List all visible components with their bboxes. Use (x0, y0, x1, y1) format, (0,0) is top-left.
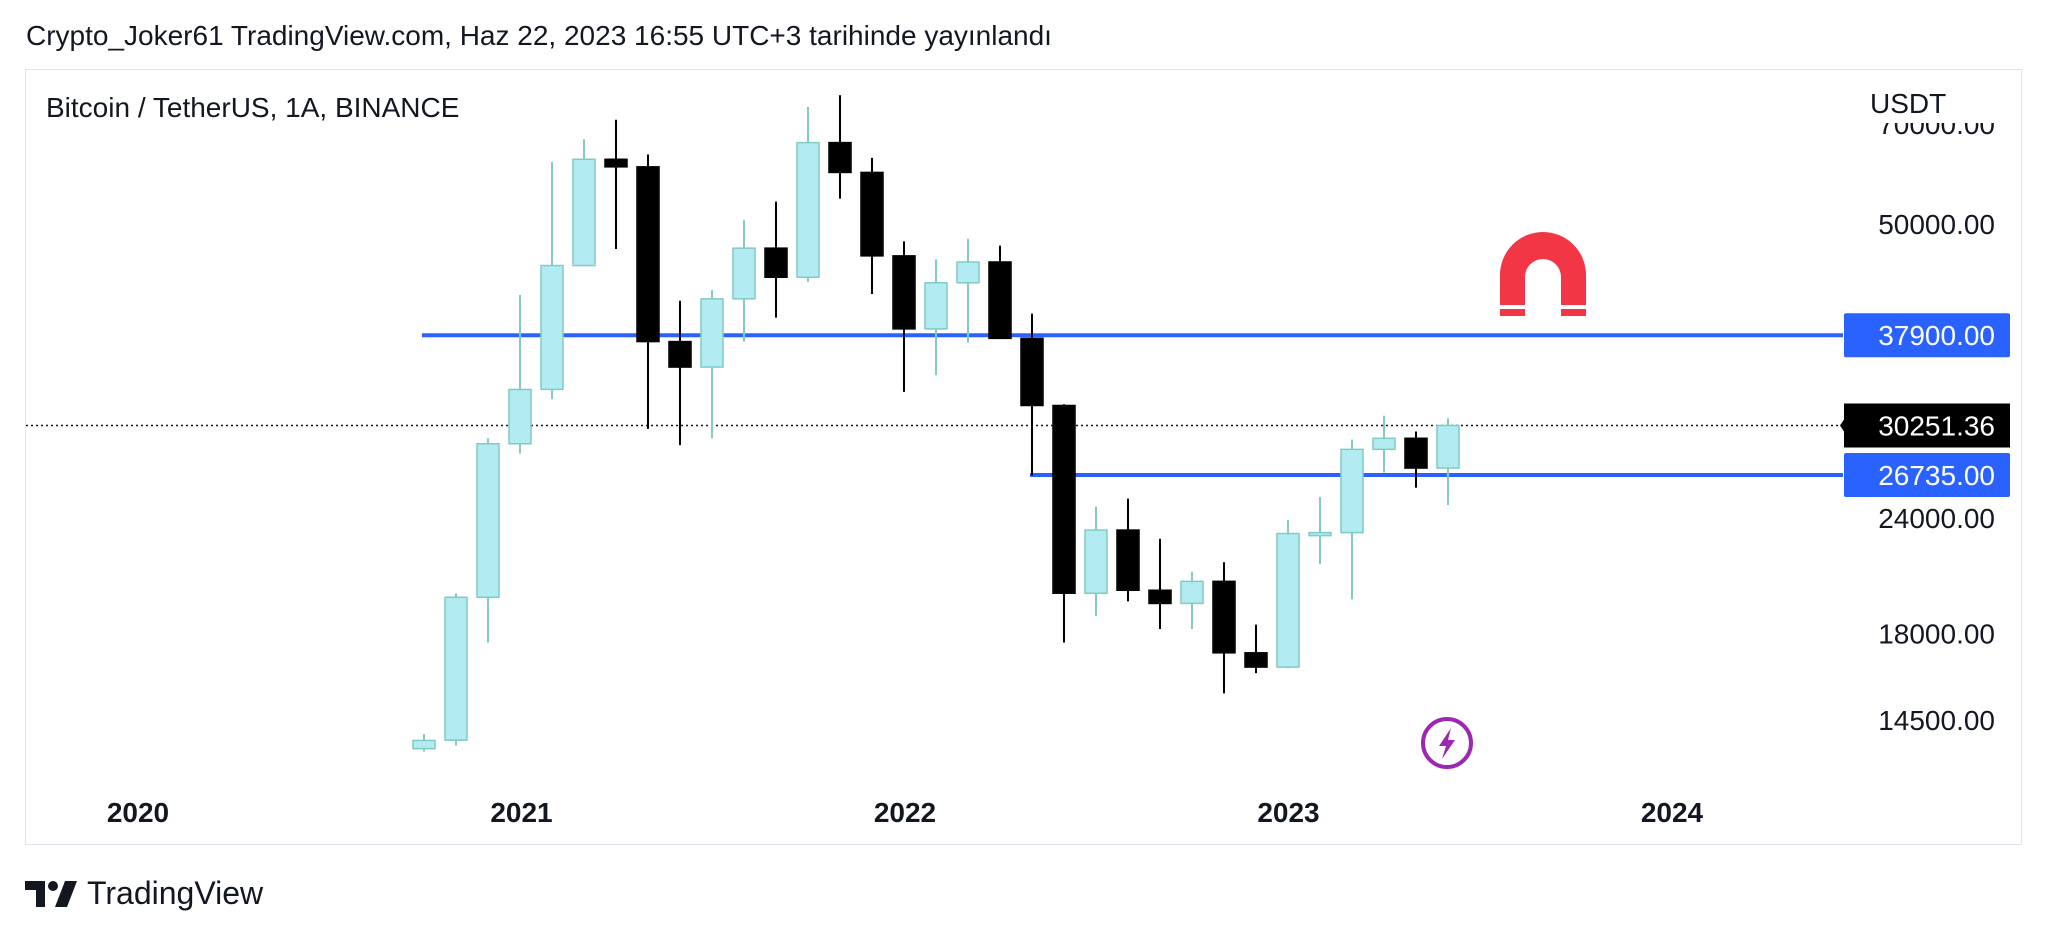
candle[interactable] (1084, 506, 1108, 617)
candle-body (1244, 652, 1268, 668)
candle-body (956, 261, 980, 284)
candle-body (796, 141, 820, 278)
level-price-label: 26735.00 (1878, 460, 1995, 491)
candle[interactable] (444, 593, 468, 746)
candle-body (1148, 589, 1172, 605)
level-label-bg (1844, 452, 2010, 497)
candle-body (604, 158, 628, 168)
level-label-bg (1844, 313, 2010, 358)
candle[interactable] (1116, 498, 1140, 602)
candle[interactable] (1148, 538, 1172, 630)
x-tick-label: 2020 (107, 797, 169, 828)
candle-body (732, 247, 756, 300)
candle[interactable] (540, 162, 564, 400)
candle-body (988, 261, 1012, 340)
candle[interactable] (1052, 404, 1076, 643)
candle-body (1372, 437, 1396, 451)
symbol-label: Bitcoin / TetherUS, 1A, BINANCE (46, 92, 459, 123)
current-price-label: 30251.36 (1878, 410, 1995, 441)
publish-info: Crypto_Joker61 TradingView.com, Haz 22, … (26, 20, 1052, 51)
candle-body (1308, 531, 1332, 537)
candle[interactable] (956, 238, 980, 343)
candle[interactable] (700, 290, 724, 439)
x-tick-label: 2023 (1257, 797, 1319, 828)
candle-body (1404, 437, 1428, 469)
tradingview-footer: TradingView (25, 875, 263, 912)
candle-body (1340, 448, 1364, 534)
candle-body (572, 158, 596, 267)
candle-body (828, 141, 852, 174)
candle[interactable] (1020, 313, 1044, 476)
candle[interactable] (1404, 431, 1428, 488)
x-tick-label: 2021 (490, 797, 552, 828)
candle-body (636, 166, 660, 343)
candle-body (508, 388, 532, 445)
y-tick-label: 18000.00 (1878, 618, 1995, 649)
candle[interactable] (828, 95, 852, 199)
candle[interactable] (636, 154, 660, 429)
level-price-label: 37900.00 (1878, 320, 1995, 351)
candle-body (1276, 532, 1300, 668)
lightning-icon[interactable] (1421, 717, 1473, 769)
candle-body (1180, 580, 1204, 605)
chart-frame (25, 69, 2022, 845)
candle[interactable] (1244, 624, 1268, 674)
candle[interactable] (1212, 562, 1236, 694)
candle[interactable] (892, 241, 916, 392)
candle-body (668, 340, 692, 368)
candle-body (444, 596, 468, 741)
currency-label: USDT (1870, 88, 1946, 119)
current-price-label-bg (1840, 403, 2010, 448)
candle-body (1020, 337, 1044, 407)
candle-body (476, 443, 500, 599)
candle[interactable] (1308, 497, 1332, 565)
candle[interactable] (1340, 439, 1364, 600)
candle-body (1436, 424, 1460, 469)
candle-body (1212, 580, 1236, 654)
candle[interactable] (1276, 519, 1300, 669)
candle[interactable] (668, 300, 692, 446)
candle[interactable] (412, 734, 436, 752)
y-tick-label: 24000.00 (1878, 503, 1995, 534)
candle[interactable] (1436, 418, 1460, 506)
candle-body (924, 282, 948, 330)
candle[interactable] (1180, 571, 1204, 630)
y-tick-label: 14500.00 (1878, 705, 1995, 736)
candle-body (764, 247, 788, 278)
candle-body (1052, 404, 1076, 594)
candle[interactable] (988, 245, 1012, 340)
magnet-icon[interactable] (1500, 232, 1586, 316)
candle-body (892, 255, 916, 330)
brand-name: TradingView (87, 875, 264, 911)
x-tick-label: 2022 (874, 797, 936, 828)
candle[interactable] (508, 295, 532, 454)
candle[interactable] (732, 220, 756, 342)
candle[interactable] (604, 119, 628, 249)
candle-body (700, 298, 724, 368)
candle[interactable] (764, 201, 788, 318)
candle-body (1116, 529, 1140, 591)
y-tick-label: 50000.00 (1878, 209, 1995, 240)
candle-body (412, 739, 436, 750)
candle-body (1084, 529, 1108, 594)
candle-body (540, 264, 564, 391)
candle[interactable] (924, 259, 948, 376)
candle[interactable] (860, 157, 884, 295)
candle[interactable] (572, 139, 596, 267)
y-tick-label-partial: 70000.00 (1878, 109, 1995, 140)
candle[interactable] (1372, 415, 1396, 473)
candle[interactable] (796, 106, 820, 282)
x-tick-label: 2024 (1641, 797, 1704, 828)
candle[interactable] (476, 438, 500, 643)
candle-body (860, 171, 884, 257)
tradingview-logo-icon (25, 880, 77, 907)
